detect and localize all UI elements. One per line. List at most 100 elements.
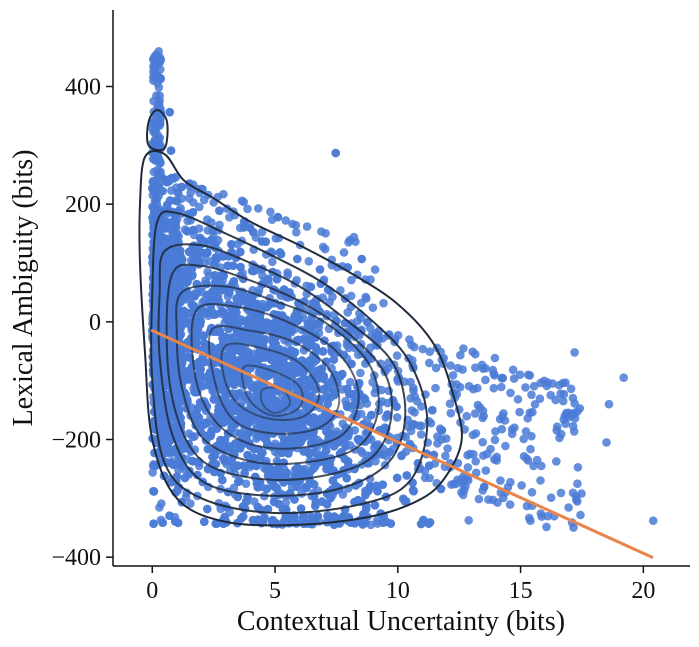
scatter-point	[215, 206, 224, 215]
scatter-point	[448, 371, 458, 380]
scatter-point	[371, 328, 380, 338]
scatter-point	[350, 519, 360, 528]
x-tick-label: 0	[146, 578, 158, 604]
scatter-point	[186, 499, 195, 508]
scatter-point	[435, 424, 445, 434]
scatter-point	[519, 434, 528, 444]
scatter-point	[172, 486, 182, 496]
scatter-point	[208, 386, 217, 396]
scatter-point	[378, 480, 388, 490]
scatter-point	[293, 254, 302, 264]
scatter-point	[471, 349, 480, 359]
scatter-point	[189, 332, 198, 342]
scatter-point	[356, 368, 365, 378]
scatter-point	[322, 500, 332, 509]
scatter-point	[577, 489, 586, 498]
scatter-point	[457, 488, 466, 497]
scatter-point	[266, 207, 275, 217]
scatter-point	[305, 391, 315, 401]
scatter-point	[354, 496, 363, 506]
scatter-point	[399, 494, 408, 504]
scatter-point	[535, 394, 545, 404]
scatter-point	[299, 512, 308, 521]
scatter-point	[445, 399, 455, 409]
scatter-point	[370, 501, 380, 510]
scatter-point	[234, 477, 243, 487]
scatter-point	[397, 451, 406, 461]
scatter-point	[182, 309, 191, 319]
scatter-point	[149, 487, 159, 496]
scatter-point	[193, 287, 202, 296]
scatter-point	[418, 344, 428, 354]
scatter-point	[200, 517, 209, 526]
scatter-point	[268, 257, 277, 267]
scatter-point	[457, 475, 466, 484]
scatter-point	[416, 430, 426, 439]
scatter-point	[299, 313, 308, 323]
scatter-point	[328, 476, 338, 485]
scatter-point	[426, 418, 436, 428]
scatter-point	[258, 432, 268, 441]
scatter-point	[205, 271, 214, 280]
scatter-point	[367, 435, 376, 445]
scatter-point	[452, 380, 462, 389]
scatter-point	[505, 500, 515, 509]
scatter-point	[183, 371, 192, 380]
scatter-point	[155, 91, 164, 100]
scatter-point	[409, 383, 418, 393]
scatter-point	[488, 495, 498, 505]
scatter-point	[278, 505, 288, 514]
scatter-point	[424, 519, 434, 528]
scatter-point	[267, 320, 277, 329]
scatter-point	[251, 233, 261, 242]
scatter-point	[463, 463, 473, 472]
scatter-point	[226, 356, 236, 366]
scatter-point	[326, 393, 335, 402]
scatter-point	[573, 497, 582, 506]
scatter-point	[366, 482, 375, 491]
scatter-point	[355, 435, 365, 444]
scatter-point	[368, 303, 378, 313]
scatter-point	[471, 457, 481, 466]
scatter-point	[218, 276, 227, 286]
scatter-point	[570, 348, 579, 357]
scatter-point	[297, 473, 307, 482]
scatter-point	[267, 423, 277, 433]
scatter-point	[284, 449, 293, 458]
scatter-point	[276, 249, 286, 259]
scatter-point	[232, 294, 241, 303]
scatter-point	[490, 353, 500, 363]
scatter-point	[292, 519, 301, 528]
contour-level-1	[146, 109, 169, 152]
scatter-point	[532, 455, 542, 465]
scatter-point	[542, 522, 551, 532]
scatter-point	[392, 413, 402, 422]
contour-level-4	[165, 263, 393, 481]
scatter-point	[280, 516, 289, 525]
x-tick-label: 20	[631, 578, 655, 604]
scatter-point	[470, 409, 480, 418]
scatter-point	[191, 303, 200, 313]
scatter-point	[304, 449, 314, 459]
scatter-point	[166, 263, 176, 273]
scatter-point	[263, 504, 273, 514]
scatter-point	[172, 472, 182, 481]
scatter-point	[456, 350, 465, 360]
contour-level-2	[150, 210, 429, 515]
scatter-point	[267, 215, 277, 224]
scatter-point	[481, 466, 491, 475]
scatter-point	[151, 156, 161, 165]
scatter-point	[349, 400, 359, 410]
scatter-point	[258, 448, 267, 458]
scatter-point	[464, 516, 474, 525]
scatter-point	[190, 432, 199, 441]
scatter-point	[259, 302, 269, 312]
scatter-point	[383, 410, 392, 419]
scatter-point	[302, 281, 311, 291]
regression-line-group	[150, 329, 654, 559]
scatter-point	[473, 400, 483, 410]
scatter-point	[522, 501, 532, 511]
scatter-point	[151, 52, 161, 61]
scatter-points	[148, 47, 658, 532]
